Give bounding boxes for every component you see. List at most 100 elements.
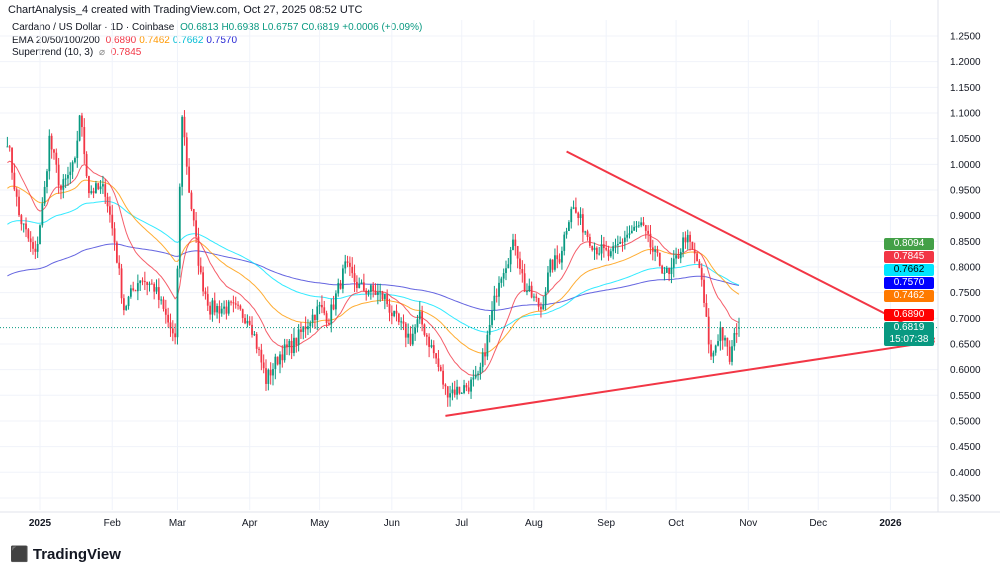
candle-body	[698, 261, 701, 268]
candle-body	[111, 214, 114, 229]
candle-body	[15, 189, 18, 197]
candle-body	[76, 140, 79, 159]
candle-body	[376, 292, 379, 295]
candle-body	[302, 326, 305, 332]
y-tick-label: 0.9000	[950, 211, 981, 222]
candle-body	[97, 183, 100, 190]
candle-body	[679, 251, 682, 259]
ema100-value: 0.7662	[172, 34, 204, 46]
candle-body	[684, 237, 687, 243]
candle-body	[53, 149, 55, 153]
candle-body	[206, 294, 209, 306]
candle-body	[269, 369, 272, 376]
candle-body	[307, 326, 309, 330]
candle-body	[64, 178, 67, 180]
candle-body	[691, 241, 694, 250]
candle-body	[48, 135, 51, 172]
candle-body	[120, 268, 123, 299]
candle-body	[379, 291, 382, 293]
candle-body	[472, 377, 475, 380]
candle-body	[430, 345, 433, 347]
candle-body	[157, 287, 160, 300]
candle-body	[707, 316, 710, 345]
candle-body	[633, 226, 636, 231]
candle-body	[216, 306, 218, 313]
x-tick-label: 2025	[29, 518, 52, 529]
candle-body	[92, 191, 95, 194]
price-label: 0.6819 15:07:38	[884, 322, 934, 346]
supertrend-label: Supertrend (10, 3)	[12, 47, 94, 58]
candle-body	[358, 284, 361, 288]
symbol-name: Cardano / US Dollar · 1D · Coinbase	[12, 22, 175, 33]
candle-body	[551, 259, 554, 270]
supertrend-legend[interactable]: Supertrend (10, 3) ⌀ 0.7845	[12, 47, 425, 60]
candle-body	[435, 353, 437, 359]
candle-body	[509, 249, 512, 265]
candle-body	[423, 324, 426, 335]
price-chart[interactable]: 1.2500 1.2000 1.1500 1.1000 1.0500 1.0000 0.95…	[0, 0, 1000, 540]
candle-body	[255, 334, 258, 349]
candle-body	[311, 314, 314, 323]
candle-body	[8, 146, 11, 148]
candle-body	[244, 317, 246, 324]
candle-body	[344, 261, 347, 269]
candle-body	[607, 249, 610, 257]
candle-body	[104, 184, 107, 197]
candle-body	[446, 386, 449, 398]
supertrend-value: 0.7845	[110, 47, 142, 58]
candle-body	[342, 268, 344, 289]
candle-body	[721, 327, 724, 341]
y-tick-label: 1.1000	[950, 108, 981, 119]
candle-body	[481, 352, 484, 367]
candle-body	[568, 222, 570, 231]
candle-body	[83, 127, 86, 155]
candle-body	[176, 268, 179, 338]
candle-body	[488, 324, 491, 335]
candle-body	[360, 282, 363, 285]
candle-body	[246, 320, 249, 324]
candle-body	[591, 245, 594, 250]
price-label: 0.7662	[884, 264, 934, 276]
candle-body	[153, 284, 156, 292]
candle-body	[439, 366, 442, 371]
candle-body	[491, 310, 493, 325]
candle-body	[330, 304, 333, 325]
candle-body	[62, 179, 65, 190]
ema-legend[interactable]: EMA 20/50/100/200 0.6890 0.7462 0.7662 0.75…	[12, 35, 425, 48]
candle-body	[474, 374, 477, 378]
low-value: L0.6757	[262, 22, 299, 33]
candle-body	[171, 328, 174, 334]
countdown-timer: 15:07:38	[889, 334, 929, 345]
candle-body	[581, 214, 584, 233]
candle-body	[55, 152, 58, 165]
candle-body	[516, 246, 519, 259]
candle-body	[682, 237, 684, 252]
candle-body	[290, 340, 293, 354]
candle-body	[383, 294, 386, 300]
candle-body	[463, 385, 465, 393]
x-tick-label: Apr	[242, 518, 258, 529]
candle-body	[640, 222, 643, 226]
candle-body	[248, 320, 251, 325]
candle-body	[274, 356, 277, 370]
candle-body	[712, 352, 715, 357]
symbol-legend[interactable]: Cardano / US Dollar · 1D · Coinbase O0.6…	[12, 22, 425, 35]
candle-body	[192, 209, 195, 221]
candle-body	[41, 203, 44, 226]
candle-body	[150, 283, 153, 285]
candle-body	[703, 279, 705, 303]
candle-body	[288, 340, 291, 348]
candle-body	[199, 265, 202, 273]
candle-body	[353, 273, 356, 282]
candle-body	[202, 272, 204, 292]
y-tick-label: 0.6500	[950, 339, 981, 350]
candle-body	[81, 115, 83, 128]
candle-body	[234, 303, 237, 305]
tradingview-logo[interactable]: ⬛ TradingView	[10, 545, 121, 563]
candle-body	[253, 334, 256, 336]
logo-icon: ⬛	[10, 546, 33, 563]
ema20-value: 0.6890	[105, 34, 137, 46]
candle-body	[626, 234, 629, 238]
candle-body	[661, 265, 664, 274]
price-label: 0.7845	[884, 251, 934, 263]
